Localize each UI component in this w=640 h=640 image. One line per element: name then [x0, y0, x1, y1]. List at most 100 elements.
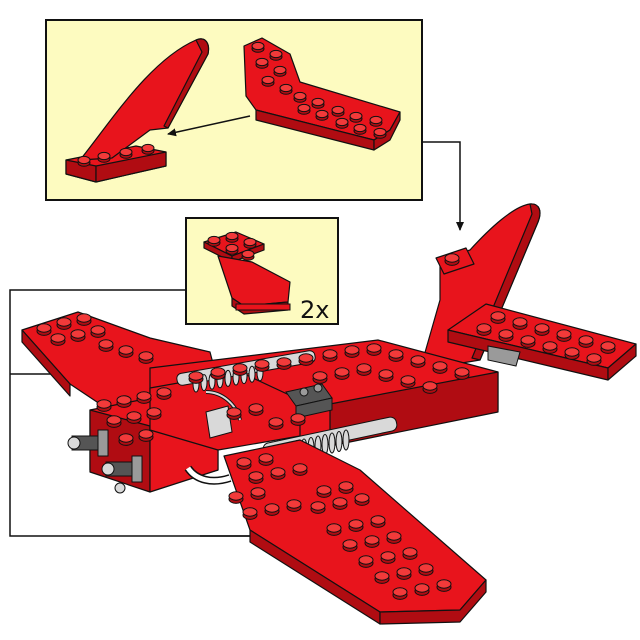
stud [410, 355, 426, 368]
stud [520, 335, 536, 348]
stud [378, 369, 394, 382]
stud [344, 345, 360, 358]
insert-arrow [167, 115, 251, 137]
stud [414, 583, 430, 596]
stud [97, 151, 111, 163]
callout-panel-tail [45, 19, 423, 201]
stud [243, 237, 257, 249]
stud [354, 493, 370, 506]
stud [356, 363, 372, 376]
stud [248, 471, 264, 484]
stud [400, 375, 416, 388]
stud [370, 515, 386, 528]
stud [298, 353, 314, 366]
stud [512, 317, 528, 330]
spring-coil [248, 365, 256, 383]
stud [396, 567, 412, 580]
stud [315, 109, 329, 121]
stud [578, 335, 594, 348]
studs-group [207, 231, 257, 261]
stud [432, 361, 448, 374]
stud [358, 555, 374, 568]
stud [286, 499, 302, 512]
stud [392, 587, 408, 600]
studs-group [36, 253, 616, 600]
stud [422, 381, 438, 394]
stud [373, 127, 387, 139]
stud [228, 491, 244, 504]
stud [136, 391, 152, 404]
stud [349, 111, 363, 123]
stud [119, 147, 133, 159]
stud [138, 351, 154, 364]
stud [141, 143, 155, 155]
stud [331, 105, 345, 117]
stud [118, 345, 134, 358]
stud [292, 463, 308, 476]
stud [316, 485, 332, 498]
stud [268, 417, 284, 430]
stud [600, 341, 616, 354]
stud [311, 97, 325, 109]
stud [366, 343, 382, 356]
stud [418, 563, 434, 576]
stud [310, 501, 326, 514]
stud [77, 155, 91, 167]
stud [210, 367, 226, 380]
stud [498, 329, 514, 342]
stud [564, 347, 580, 360]
studs-group [251, 41, 387, 139]
stud [348, 519, 364, 532]
stud [369, 115, 383, 127]
stud [242, 507, 258, 520]
spring-coil [342, 429, 350, 451]
stud [106, 415, 122, 428]
stud [96, 399, 112, 412]
stud [490, 311, 506, 324]
stud [586, 353, 602, 366]
stud [207, 235, 221, 247]
stud [116, 395, 132, 408]
stud [444, 253, 460, 266]
stud [542, 341, 558, 354]
callout-panel-wing-tip: 2x [185, 217, 339, 325]
stud [276, 357, 292, 370]
stud [225, 243, 239, 255]
stud [556, 329, 572, 342]
stud [338, 481, 354, 494]
stud [98, 339, 114, 352]
wing-tip-part [203, 231, 291, 315]
stud [342, 539, 358, 552]
spring-coil [328, 432, 336, 454]
stud [297, 103, 311, 115]
spring-coil [224, 369, 232, 387]
stud [188, 371, 204, 384]
stud [255, 57, 269, 69]
stud [70, 329, 86, 342]
stud [250, 487, 266, 500]
stud [279, 83, 293, 95]
stud [254, 359, 270, 372]
stud [290, 413, 306, 426]
stud [261, 75, 275, 87]
stud [146, 407, 162, 420]
stud [226, 407, 242, 420]
stud [364, 535, 380, 548]
stud [322, 349, 338, 362]
airplane-model [21, 203, 637, 625]
stud [332, 497, 348, 510]
stud [534, 323, 550, 336]
wing-lower [223, 439, 487, 625]
stud [293, 91, 307, 103]
engine-nozzles [67, 429, 143, 494]
stud [476, 323, 492, 336]
stud [90, 325, 106, 338]
tail-fin-assembled [65, 38, 210, 183]
stud [258, 453, 274, 466]
stud [241, 249, 255, 261]
plate-underside [235, 303, 291, 311]
stud [380, 551, 396, 564]
stud [454, 367, 470, 380]
stud [334, 367, 350, 380]
